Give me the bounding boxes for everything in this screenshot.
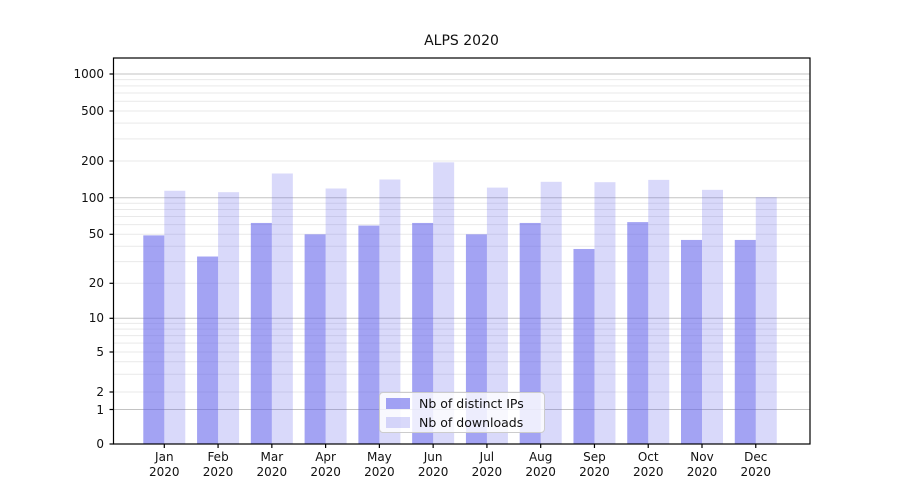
bar-distinct-ips-apr xyxy=(304,234,326,444)
x-tick-label-jan-2020: Jan 2020 xyxy=(149,450,180,479)
x-tick-label-jun-2020: Jun 2020 xyxy=(417,450,449,479)
bar-downloads-jun xyxy=(433,162,455,444)
bar-downloads-nov xyxy=(702,189,723,444)
bar-downloads-jan xyxy=(164,190,186,444)
x-tick-label-mar-2020: Mar 2020 xyxy=(256,450,288,479)
bar-distinct-ips-nov xyxy=(681,239,702,444)
bar-downloads-dec xyxy=(755,197,777,444)
bar-distinct-ips-sep xyxy=(573,248,595,444)
bar-distinct-ips-may xyxy=(358,225,380,444)
y-tick-label-500: 500 xyxy=(81,104,104,118)
y-tick-label-1: 1 xyxy=(96,402,104,417)
bar-distinct-ips-aug xyxy=(519,222,541,444)
y-tick-label-50: 50 xyxy=(88,227,104,242)
bar-downloads-apr xyxy=(325,188,347,444)
chart-title: ALPS 2020 xyxy=(424,33,499,49)
legend-item-distinct-ips: Nb of distinct IPs xyxy=(386,396,536,411)
bar-distinct-ips-oct xyxy=(627,222,649,444)
legend-label-distinct-ips: Nb of distinct IPs xyxy=(419,395,524,411)
x-tick-label-nov-2020: Nov 2020 xyxy=(686,450,718,479)
x-tick-label-may-2020: May 2020 xyxy=(364,450,395,479)
x-tick-label-sep-2020: Sep 2020 xyxy=(579,450,610,479)
bar-downloads-feb xyxy=(218,192,240,444)
x-tick-label-aug-2020: Aug 2020 xyxy=(525,450,556,479)
y-tick-label-10: 10 xyxy=(88,311,104,326)
y-tick-label-200: 200 xyxy=(81,154,104,168)
legend: Nb of distinct IPs Nb of downloads xyxy=(379,392,545,433)
bar-downloads-jul xyxy=(486,187,508,444)
x-tick-label-jul-2020: Jul 2020 xyxy=(471,450,503,479)
y-tick-label-1000: 1000 xyxy=(73,67,104,81)
y-tick-label-100: 100 xyxy=(81,190,104,205)
legend-swatch-downloads xyxy=(386,416,410,428)
legend-label-downloads: Nb of downloads xyxy=(419,414,524,430)
bar-distinct-ips-mar xyxy=(250,222,272,444)
bar-downloads-aug xyxy=(540,181,562,444)
bar-distinct-ips-jun xyxy=(412,222,434,444)
legend-swatch-distinct-ips xyxy=(386,397,410,409)
x-tick-label-apr-2020: Apr 2020 xyxy=(310,450,341,479)
bar-downloads-may xyxy=(379,179,401,444)
y-tick-label-5: 5 xyxy=(96,345,104,359)
y-tick-label-2: 2 xyxy=(96,385,104,399)
bar-distinct-ips-jul xyxy=(465,234,487,444)
bar-downloads-oct xyxy=(648,179,670,445)
x-tick-label-dec-2020: Dec 2020 xyxy=(740,450,772,479)
bar-distinct-ips-jan xyxy=(143,235,165,444)
y-tick-label-0: 0 xyxy=(96,437,104,451)
bar-downloads-mar xyxy=(271,173,293,444)
bar-distinct-ips-feb xyxy=(197,256,219,444)
y-tick-label-20: 20 xyxy=(88,276,104,291)
x-tick-label-oct-2020: Oct 2020 xyxy=(632,450,664,479)
x-tick-label-feb-2020: Feb 2020 xyxy=(202,450,234,479)
bar-distinct-ips-dec xyxy=(734,239,756,444)
bar-downloads-sep xyxy=(594,182,616,445)
plot-frame xyxy=(112,57,811,445)
legend-item-downloads: Nb of downloads xyxy=(386,415,536,430)
